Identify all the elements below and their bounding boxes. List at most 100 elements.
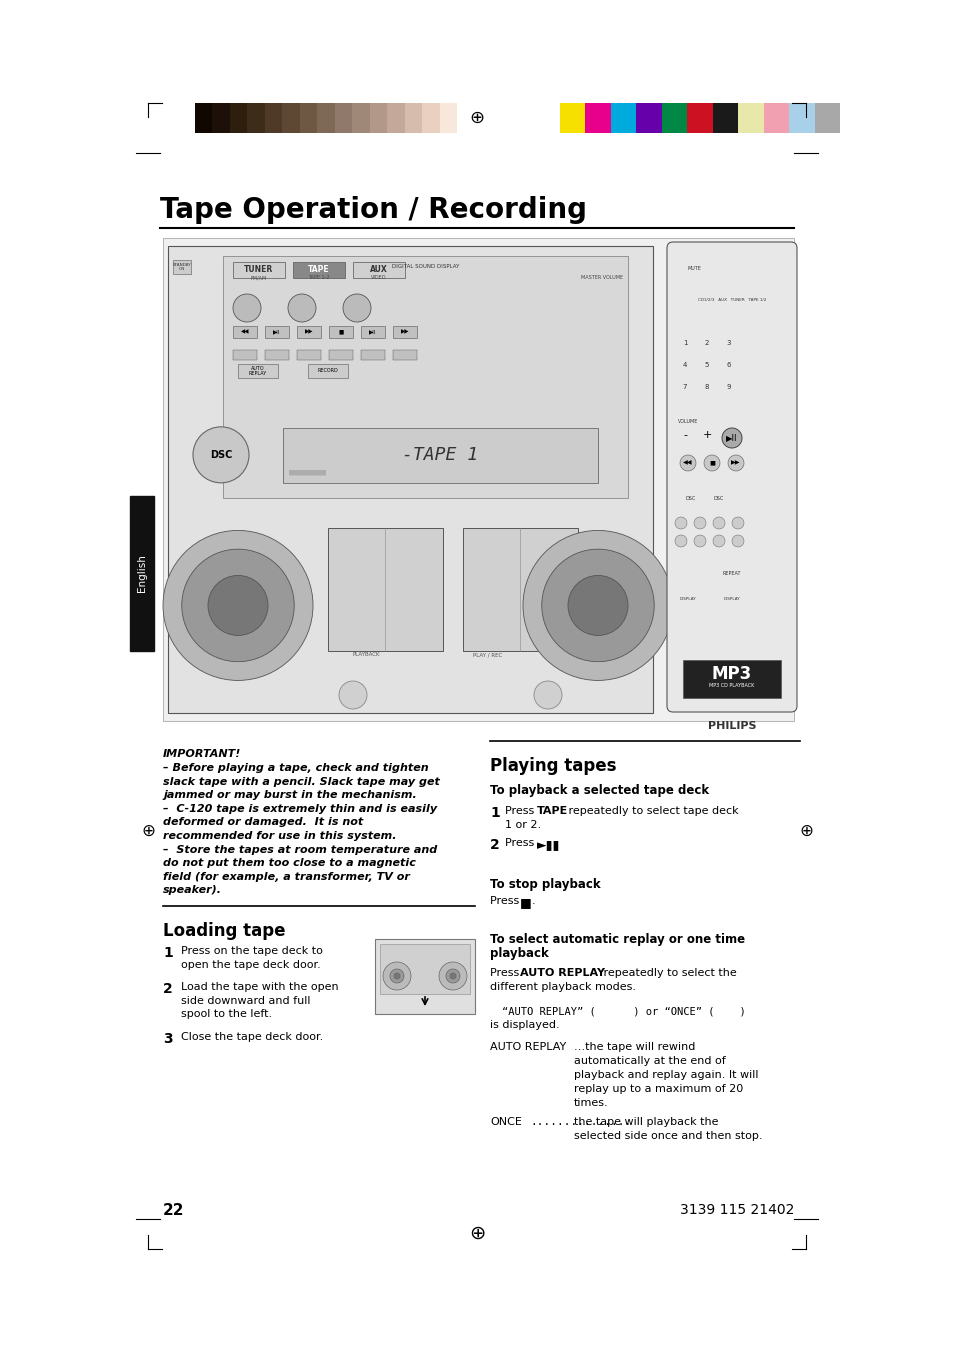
- Text: VIDEO: VIDEO: [371, 276, 386, 280]
- Text: CD1/2/3   AUX   TUNER   TAPE 1/2: CD1/2/3 AUX TUNER TAPE 1/2: [697, 299, 765, 303]
- Circle shape: [208, 576, 268, 635]
- Text: CD1: CD1: [239, 305, 254, 311]
- Text: TAPE: TAPE: [308, 266, 330, 274]
- Text: ▶▶: ▶▶: [731, 461, 740, 466]
- Text: ■: ■: [338, 330, 343, 335]
- Bar: [335, 103, 352, 132]
- Bar: [172, 259, 191, 274]
- Circle shape: [731, 535, 743, 547]
- Bar: [610, 103, 636, 132]
- Circle shape: [711, 481, 725, 494]
- Text: To playback a selected tape deck: To playback a selected tape deck: [490, 784, 708, 797]
- Bar: [360, 350, 385, 359]
- Text: DISPLAY: DISPLAY: [679, 597, 696, 601]
- Text: ⊕: ⊕: [141, 821, 154, 840]
- Circle shape: [675, 517, 686, 530]
- Text: 3: 3: [726, 340, 731, 346]
- Circle shape: [193, 427, 249, 482]
- Bar: [353, 262, 405, 278]
- Text: 2: 2: [490, 838, 499, 852]
- Circle shape: [712, 517, 724, 530]
- Bar: [329, 326, 353, 338]
- Text: 1: 1: [490, 807, 499, 820]
- Circle shape: [731, 517, 743, 530]
- Text: ■: ■: [708, 461, 714, 466]
- Bar: [379, 944, 470, 994]
- Text: ◀◀: ◀◀: [682, 461, 692, 466]
- Text: – Before playing a tape, check and tighten
slack tape with a pencil. Slack tape : – Before playing a tape, check and tight…: [163, 763, 439, 896]
- Text: Playing tapes: Playing tapes: [490, 757, 616, 775]
- Text: 1: 1: [682, 340, 686, 346]
- Bar: [682, 661, 781, 698]
- Text: REPEAT: REPEAT: [722, 571, 740, 576]
- Text: ⊕: ⊕: [469, 109, 484, 127]
- Text: Close the tape deck door.: Close the tape deck door.: [181, 1032, 323, 1042]
- Text: DSC: DSC: [685, 496, 696, 501]
- Circle shape: [233, 295, 261, 322]
- Bar: [462, 528, 578, 651]
- Text: Loading tape: Loading tape: [163, 921, 285, 940]
- Bar: [296, 326, 320, 338]
- Text: TUNER: TUNER: [244, 266, 274, 274]
- Text: MP3 CD PLAYBACK: MP3 CD PLAYBACK: [709, 684, 754, 688]
- Text: Press: Press: [504, 838, 537, 848]
- Text: TAPE 1-2: TAPE 1-2: [308, 276, 330, 280]
- Text: “AUTO REPLAY” (      ) or “ONCE” (    ): “AUTO REPLAY” ( ) or “ONCE” ( ): [501, 1006, 745, 1016]
- Text: PLAY / REC: PLAY / REC: [473, 653, 501, 658]
- Text: AUX: AUX: [370, 266, 388, 274]
- Circle shape: [720, 335, 736, 350]
- Bar: [329, 350, 353, 359]
- Text: To stop playback: To stop playback: [490, 878, 600, 892]
- Text: automatically at the end of: automatically at the end of: [574, 1056, 725, 1066]
- Circle shape: [724, 581, 739, 594]
- Text: TAPE: TAPE: [537, 807, 568, 816]
- Circle shape: [567, 576, 627, 635]
- Bar: [163, 238, 793, 721]
- Circle shape: [522, 531, 672, 681]
- Bar: [168, 246, 652, 713]
- Bar: [223, 255, 627, 499]
- Text: Press: Press: [490, 896, 522, 907]
- Bar: [686, 103, 712, 132]
- Bar: [296, 350, 320, 359]
- Bar: [213, 103, 230, 132]
- Text: 9: 9: [726, 384, 731, 390]
- Text: DSC: DSC: [210, 450, 232, 459]
- Bar: [293, 262, 345, 278]
- Circle shape: [677, 358, 692, 373]
- Circle shape: [721, 428, 741, 449]
- Text: 3139 115 21402: 3139 115 21402: [679, 1202, 793, 1217]
- Text: MUTE: MUTE: [687, 266, 701, 272]
- Bar: [439, 103, 457, 132]
- Circle shape: [382, 962, 411, 990]
- Text: English: English: [137, 554, 147, 593]
- Text: repeatedly to select the: repeatedly to select the: [599, 969, 736, 978]
- Bar: [317, 103, 335, 132]
- Circle shape: [720, 380, 736, 394]
- Bar: [814, 103, 840, 132]
- Bar: [265, 103, 282, 132]
- Bar: [194, 103, 213, 132]
- Bar: [738, 103, 762, 132]
- Circle shape: [680, 272, 695, 285]
- Text: MASTER VOLUME: MASTER VOLUME: [580, 276, 622, 280]
- Text: ▶II: ▶II: [273, 330, 280, 335]
- Text: PHILIPS: PHILIPS: [707, 721, 756, 731]
- Text: 5: 5: [704, 362, 708, 367]
- Text: ...............: ...............: [530, 1117, 631, 1127]
- Text: FM/AM: FM/AM: [251, 276, 267, 280]
- Text: ▶▶: ▶▶: [400, 330, 409, 335]
- Text: the tape will playback the: the tape will playback the: [574, 1117, 718, 1127]
- Circle shape: [680, 581, 695, 594]
- Text: STANDBY
ON: STANDBY ON: [172, 262, 192, 272]
- Text: selected side once and then stop.: selected side once and then stop.: [574, 1131, 761, 1142]
- Text: 6: 6: [726, 362, 731, 367]
- Bar: [247, 103, 265, 132]
- Bar: [265, 326, 289, 338]
- Bar: [233, 326, 256, 338]
- Text: ▶II: ▶II: [369, 330, 376, 335]
- Circle shape: [722, 303, 734, 313]
- Text: Tape Operation / Recording: Tape Operation / Recording: [160, 196, 586, 224]
- Circle shape: [343, 295, 371, 322]
- Text: DISPLAY: DISPLAY: [723, 597, 740, 601]
